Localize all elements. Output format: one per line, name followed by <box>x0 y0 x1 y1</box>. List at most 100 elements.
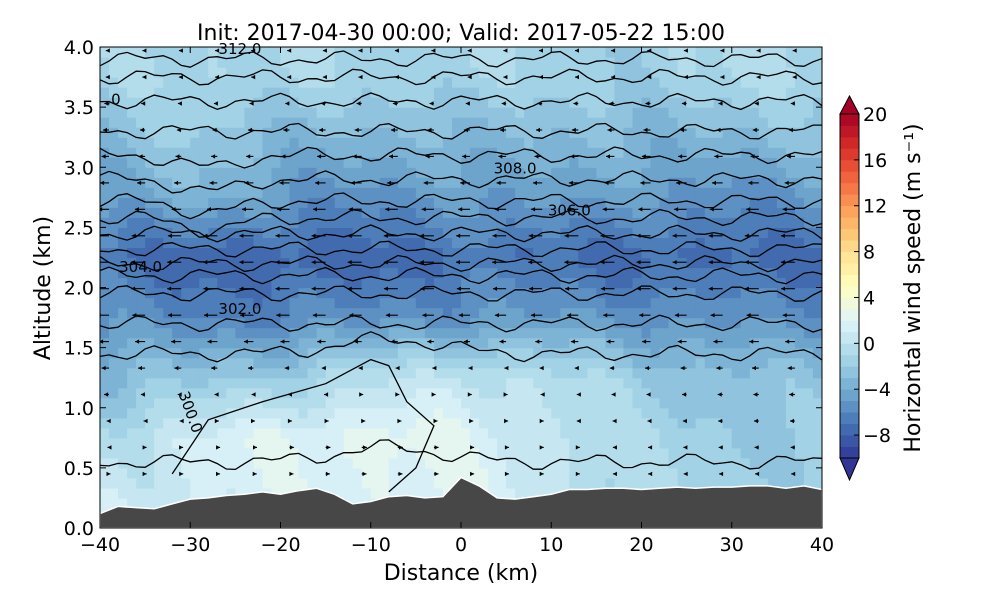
field-cell <box>334 207 345 218</box>
field-cell <box>605 97 616 108</box>
field-cell <box>442 277 453 289</box>
field-cell <box>361 487 372 499</box>
wind-vector-head <box>204 313 208 318</box>
field-cell <box>758 297 769 309</box>
field-cell <box>542 137 552 148</box>
field-cell <box>803 117 814 128</box>
field-cell <box>379 77 390 88</box>
field-cell <box>641 417 652 429</box>
field-cell <box>596 157 607 168</box>
field-cell <box>524 287 534 299</box>
field-cell <box>785 457 796 469</box>
field-cell <box>451 267 462 279</box>
field-cell <box>533 137 543 148</box>
field-cell <box>451 57 462 68</box>
field-cell <box>370 157 381 168</box>
field-cell <box>388 67 399 78</box>
field-cell <box>424 147 435 158</box>
field-cell <box>154 237 164 249</box>
wind-vector-head <box>140 127 144 133</box>
field-cell <box>415 357 426 369</box>
field-cell <box>199 387 209 399</box>
field-cell <box>136 327 146 339</box>
field-cell <box>704 207 715 218</box>
field-cell <box>226 367 236 379</box>
field-cell <box>127 357 137 369</box>
field-cell <box>632 317 643 329</box>
field-cell <box>100 397 110 409</box>
field-cell <box>199 447 209 459</box>
wind-vector-head <box>104 101 109 106</box>
field-cell <box>127 237 137 249</box>
field-cell <box>479 167 489 178</box>
field-cell <box>415 427 426 439</box>
field-cell <box>352 57 363 68</box>
field-cell <box>235 347 246 359</box>
field-cell <box>343 187 354 198</box>
field-cell <box>109 457 119 469</box>
field-cell <box>334 57 345 68</box>
field-cell <box>451 467 462 479</box>
field-cell <box>632 47 643 58</box>
field-cell <box>352 367 363 379</box>
field-cell <box>415 367 426 379</box>
field-cell <box>749 387 760 399</box>
field-cell <box>298 187 309 198</box>
field-cell <box>506 147 516 158</box>
field-cell <box>812 277 822 289</box>
field-cell <box>163 187 173 198</box>
field-cell <box>776 467 787 479</box>
field-cell <box>109 497 119 509</box>
wind-vector-head <box>253 445 257 450</box>
field-cell <box>136 57 146 68</box>
field-cell <box>614 137 625 148</box>
field-cell <box>217 397 227 409</box>
field-cell <box>262 287 273 299</box>
field-cell <box>433 297 444 309</box>
field-cell <box>127 387 137 399</box>
field-cell <box>605 297 616 309</box>
field-cell <box>578 77 588 88</box>
field-cell <box>740 57 751 68</box>
wind-vector-head <box>389 154 393 159</box>
field-cell <box>506 247 516 259</box>
field-cell <box>785 377 796 389</box>
field-cell <box>515 197 525 208</box>
field-cell <box>749 297 760 309</box>
wind-vector-head <box>467 48 472 53</box>
field-cell <box>758 437 769 449</box>
field-cell <box>533 227 543 238</box>
field-cell <box>442 57 453 68</box>
field-cell <box>695 427 706 439</box>
field-cell <box>370 247 381 259</box>
field-cell <box>316 347 327 359</box>
field-cell <box>560 467 570 479</box>
wind-vector-head <box>790 445 795 450</box>
wind-vector-head <box>648 445 653 450</box>
field-cell <box>614 237 625 249</box>
field-cell <box>217 447 227 459</box>
field-cell <box>334 457 345 469</box>
field-cell <box>506 357 516 369</box>
wind-vector-head <box>239 233 244 238</box>
field-cell <box>217 127 227 138</box>
field-cell <box>677 97 688 108</box>
field-cell <box>172 437 182 449</box>
field-cell <box>650 77 661 88</box>
field-cell <box>154 397 164 409</box>
field-cell <box>686 467 697 479</box>
field-cell <box>812 117 822 128</box>
field-cell <box>109 127 119 138</box>
field-cell <box>235 57 246 68</box>
colorbar-band <box>840 286 859 298</box>
field-cell <box>181 147 191 158</box>
field-cell <box>109 207 119 218</box>
field-cell <box>424 437 435 449</box>
field-cell <box>506 317 516 329</box>
field-cell <box>118 167 128 178</box>
wind-vector-head <box>358 48 363 53</box>
field-cell <box>415 267 426 279</box>
colorbar-tick-label: 8 <box>863 242 875 264</box>
field-cell <box>451 277 462 289</box>
field-cell <box>803 247 814 259</box>
